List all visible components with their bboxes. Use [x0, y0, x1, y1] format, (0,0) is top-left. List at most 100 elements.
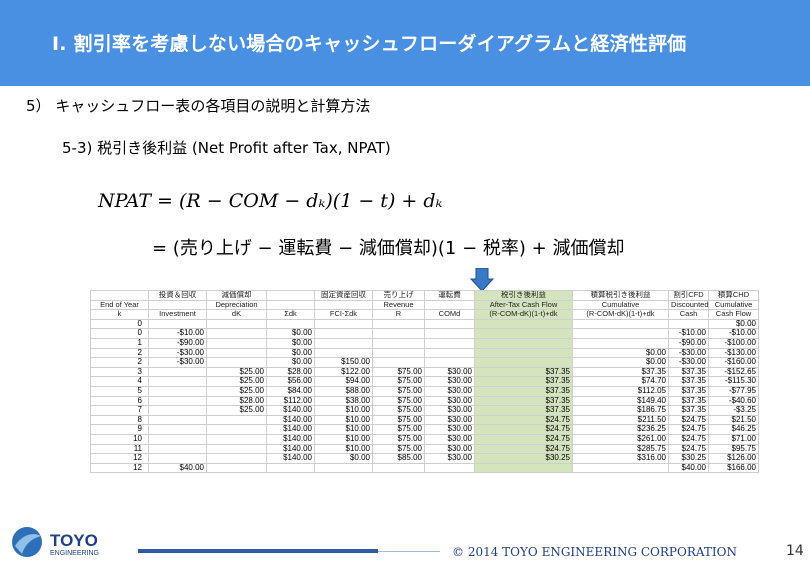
logo-wordmark: TOYO	[50, 531, 98, 550]
value-cell	[314, 337, 373, 349]
header-cell: Discounted	[668, 299, 709, 311]
year-cell: 2	[90, 347, 149, 359]
value-cell	[424, 318, 475, 330]
value-cell: $75.00	[372, 366, 425, 378]
value-cell	[206, 318, 267, 330]
value-cell: $75.00	[372, 443, 425, 455]
table-header-row: End of Year Depreciation Revenue After-Tax …	[90, 299, 759, 311]
value-cell: $37.35	[668, 385, 709, 397]
npat-formula: NPAT = (R − COM − dₖ)(1 − t) + dₖ = (売り上…	[97, 190, 624, 259]
value-cell: $25.00	[206, 366, 267, 378]
value-cell: $30.00	[424, 424, 475, 435]
table-row: 0 -$10.00 $0.00 -$10.00 -$10.00	[90, 328, 759, 339]
year-cell: 10	[90, 433, 149, 445]
value-cell: $30.00	[424, 414, 475, 426]
value-cell: $25.00	[206, 376, 267, 387]
value-cell: $261.00	[572, 433, 669, 445]
value-cell: $140.00	[266, 424, 315, 435]
value-cell: -$77.95	[708, 385, 759, 397]
value-cell: $37.35	[668, 366, 709, 378]
value-cell: $24.75	[474, 414, 573, 426]
value-cell	[372, 328, 425, 339]
value-cell	[668, 318, 709, 330]
header-cell: Depreciation	[206, 299, 267, 311]
value-cell: $24.75	[668, 433, 709, 445]
value-cell	[206, 357, 267, 368]
header-cell: 減価償却	[206, 290, 267, 301]
value-cell: $30.25	[668, 453, 709, 464]
value-cell: $285.75	[572, 443, 669, 455]
value-cell	[148, 385, 207, 397]
value-cell: $46.25	[708, 424, 759, 435]
value-cell: -$40.60	[708, 395, 759, 407]
value-cell: $140.00	[266, 405, 315, 416]
value-cell: $84.00	[266, 385, 315, 397]
value-cell: $10.00	[314, 414, 373, 426]
value-cell	[148, 405, 207, 416]
value-cell: $140.00	[266, 433, 315, 445]
value-cell	[474, 318, 573, 330]
value-cell	[572, 318, 669, 330]
value-cell: $25.00	[206, 385, 267, 397]
value-cell: $30.00	[424, 405, 475, 416]
table-row: 9 $140.00 $10.00 $75.00 $30.00 $24.75 $236.25 $…	[90, 424, 759, 435]
value-cell: -$30.00	[668, 347, 709, 359]
table-row: 2 -$30.00 $0.00 $0.00 -$30.00 -$130.00	[90, 347, 759, 359]
value-cell: $37.35	[474, 366, 573, 378]
value-cell	[148, 424, 207, 435]
value-cell: $85.00	[372, 453, 425, 464]
table-row: 1 -$90.00 $0.00 -$90.00 -$100.00	[90, 337, 759, 349]
year-cell: 0	[90, 318, 149, 330]
header-cell	[266, 290, 315, 301]
header-cell: k	[90, 309, 149, 320]
value-cell: $56.00	[266, 376, 315, 387]
value-cell: $10.00	[314, 424, 373, 435]
value-cell	[206, 347, 267, 359]
value-cell: $30.00	[424, 376, 475, 387]
value-cell: $37.35	[474, 385, 573, 397]
header-cell	[424, 299, 475, 311]
value-cell: $236.25	[572, 424, 669, 435]
value-cell	[148, 395, 207, 407]
year-cell: 11	[90, 443, 149, 455]
value-cell: $0.00	[572, 347, 669, 359]
value-cell	[148, 318, 207, 330]
value-cell	[314, 328, 373, 339]
value-cell: $75.00	[372, 376, 425, 387]
value-cell: -$30.00	[668, 357, 709, 368]
page-number: 14	[786, 543, 804, 559]
header-cell: 投資＆回収	[148, 290, 207, 301]
value-cell: $30.00	[424, 366, 475, 378]
year-cell: 0	[90, 328, 149, 339]
value-cell	[474, 328, 573, 339]
value-cell: $75.00	[372, 385, 425, 397]
header-cell: 積算税引き後利益	[572, 290, 669, 301]
value-cell: $211.50	[572, 414, 669, 426]
value-cell	[474, 462, 573, 474]
header-cell: Investment	[148, 309, 207, 320]
value-cell: $88.00	[314, 385, 373, 397]
value-cell	[266, 462, 315, 474]
value-cell: $37.35	[572, 366, 669, 378]
header-cell: Cumulative	[572, 299, 669, 311]
value-cell: $112.05	[572, 385, 669, 397]
header-cell: 固定資産回収	[314, 290, 373, 301]
header-cell: Revenue	[372, 299, 425, 311]
table-row: 12 $140.00 $0.00 $85.00 $30.00 $30.25 $316.00 $…	[90, 453, 759, 464]
table-row: 6 $28.00 $112.00 $38.00 $75.00 $30.00 $37.35 $1…	[90, 395, 759, 407]
value-cell: $30.00	[424, 395, 475, 407]
value-cell: $10.00	[314, 433, 373, 445]
formula-line-2: = (売り上げ − 運転費 − 減価償却)(1 − 税率) + 減価償却	[152, 238, 624, 259]
value-cell: $71.00	[708, 433, 759, 445]
value-cell: $37.35	[668, 405, 709, 416]
footer-rule	[138, 549, 378, 553]
value-cell	[148, 443, 207, 455]
value-cell: $186.75	[572, 405, 669, 416]
year-cell: 3	[90, 366, 149, 378]
value-cell: $166.00	[708, 462, 759, 474]
value-cell	[372, 337, 425, 349]
value-cell: -$130.00	[708, 347, 759, 359]
value-cell: $24.75	[668, 424, 709, 435]
value-cell: -$10.00	[668, 328, 709, 339]
value-cell: $0.00	[708, 318, 759, 330]
